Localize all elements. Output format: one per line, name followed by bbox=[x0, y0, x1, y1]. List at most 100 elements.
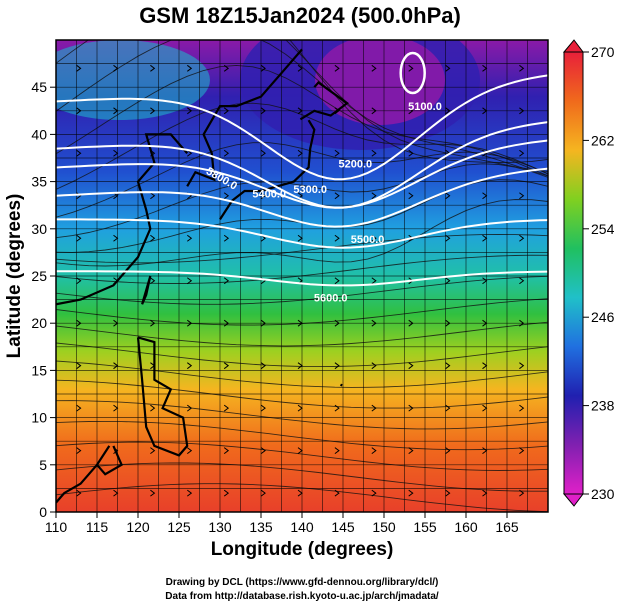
flow-arrow bbox=[223, 64, 230, 72]
x-tick-label: 115 bbox=[86, 519, 109, 535]
flow-arrow bbox=[408, 149, 414, 157]
flow-arrow bbox=[150, 234, 156, 242]
coastline bbox=[56, 464, 98, 504]
plot-area: 5100.05200.05300.05400.05500.05600.05800… bbox=[56, 40, 548, 512]
flow-arrow bbox=[408, 447, 414, 455]
flow-arrow bbox=[223, 447, 230, 455]
y-tick-label: 0 bbox=[39, 504, 47, 520]
colorbar-bottom-arrow bbox=[562, 493, 584, 507]
y-axis: 0 5 10 15 20 25 30 35 40 45 bbox=[31, 79, 56, 520]
y-tick-label: 40 bbox=[31, 126, 47, 142]
x-tick-label: 155 bbox=[413, 519, 437, 535]
y-tick-label: 45 bbox=[31, 79, 47, 95]
flow-arrow bbox=[445, 234, 451, 242]
flow-arrow bbox=[371, 362, 377, 370]
flow-arrow bbox=[150, 64, 156, 72]
x-tick-label: 120 bbox=[126, 519, 150, 535]
flow-arrow bbox=[260, 149, 266, 157]
flow-arrow bbox=[519, 277, 525, 285]
flow-arrow bbox=[187, 362, 193, 370]
flow-arrow bbox=[334, 234, 340, 242]
x-axis: 110 115 120 125 130 135 140 145 150 155 160 165 bbox=[45, 512, 519, 535]
coastline bbox=[136, 336, 189, 457]
flow-arrow bbox=[150, 404, 156, 412]
colorbar-bar bbox=[563, 51, 584, 495]
flow-arrow bbox=[260, 447, 266, 455]
contour-label: 5400.0 bbox=[252, 189, 286, 201]
cold-region-west bbox=[56, 40, 210, 120]
y-tick-label: 10 bbox=[31, 410, 47, 426]
flow-arrow bbox=[334, 64, 340, 72]
colorbar: 270 262 254 246 238 230 bbox=[562, 39, 615, 507]
x-tick-label: 150 bbox=[372, 519, 396, 535]
flow-arrow bbox=[260, 64, 266, 72]
flow-arrow bbox=[445, 362, 451, 370]
flow-arrow bbox=[150, 489, 156, 497]
x-tick-label: 160 bbox=[454, 519, 478, 535]
flow-arrow bbox=[223, 362, 230, 370]
flow-arrow bbox=[76, 234, 82, 242]
flow-arrow bbox=[519, 404, 525, 412]
x-tick-label: 145 bbox=[331, 519, 355, 535]
flow-arrow bbox=[187, 489, 193, 497]
colorbar-tick-label: 230 bbox=[591, 486, 615, 502]
flow-arrow bbox=[76, 362, 82, 370]
contour-line bbox=[56, 218, 548, 249]
y-tick-label: 20 bbox=[31, 315, 47, 331]
flow-arrow bbox=[519, 489, 525, 497]
flow-arrow bbox=[445, 489, 451, 497]
flow-arrow bbox=[445, 64, 451, 72]
flow-arrow bbox=[445, 404, 451, 412]
colorbar-tick-label: 270 bbox=[591, 44, 615, 60]
coastline bbox=[299, 81, 349, 121]
colorbar-top-arrow bbox=[562, 39, 584, 53]
colorbar-tick-label: 238 bbox=[591, 398, 615, 414]
flow-arrow bbox=[519, 362, 525, 370]
coastline bbox=[339, 383, 343, 387]
contour-low-center bbox=[399, 51, 426, 95]
coastline bbox=[56, 133, 189, 306]
flow-arrow bbox=[260, 489, 266, 497]
contour-line bbox=[56, 139, 548, 209]
contour-line bbox=[56, 167, 548, 228]
flow-arrow bbox=[187, 234, 193, 242]
contour-label: 5100.0 bbox=[408, 101, 442, 113]
contour-line bbox=[56, 74, 548, 181]
flow-arrow bbox=[76, 404, 82, 412]
coastline bbox=[219, 119, 316, 221]
y-tick-label: 35 bbox=[31, 174, 47, 190]
x-tick-label: 140 bbox=[290, 519, 314, 535]
flow-arrow bbox=[334, 149, 340, 157]
flow-arrow bbox=[445, 277, 451, 285]
coastline bbox=[95, 445, 124, 476]
flow-arrow bbox=[371, 149, 377, 157]
flow-arrow bbox=[371, 234, 377, 242]
credit-data: Data from http://database.rish.kyoto-u.a… bbox=[165, 591, 439, 602]
contour-line bbox=[56, 121, 548, 209]
flow-arrow bbox=[371, 447, 377, 455]
colorbar-tick-label: 254 bbox=[591, 221, 615, 237]
flow-arrow bbox=[223, 234, 230, 242]
coastline bbox=[186, 48, 303, 187]
flow-arrow bbox=[223, 192, 230, 200]
x-tick-label: 125 bbox=[167, 519, 191, 535]
contour-line bbox=[56, 270, 548, 287]
flow-arrow bbox=[371, 64, 377, 72]
flow-arrow bbox=[519, 64, 525, 72]
flow-arrow bbox=[76, 64, 82, 72]
grid bbox=[56, 40, 548, 512]
chart-title: GSM 18Z15Jan2024 (500.0hPa) bbox=[139, 3, 461, 28]
colorbar-ticks: 270 262 254 246 238 230 bbox=[583, 44, 615, 502]
flow-arrow bbox=[150, 277, 156, 285]
x-tick-label: 130 bbox=[208, 519, 232, 535]
flow-arrow bbox=[260, 362, 266, 370]
contour-label: 5500.0 bbox=[351, 234, 385, 246]
flow-arrow bbox=[371, 277, 377, 285]
flow-arrow bbox=[408, 362, 414, 370]
flow-arrow bbox=[371, 404, 377, 412]
contour-label: 5300.0 bbox=[293, 184, 327, 196]
flow-arrow bbox=[187, 277, 193, 285]
y-axis-title: Latitude (degrees) bbox=[4, 194, 25, 359]
flow-arrow bbox=[187, 149, 193, 157]
